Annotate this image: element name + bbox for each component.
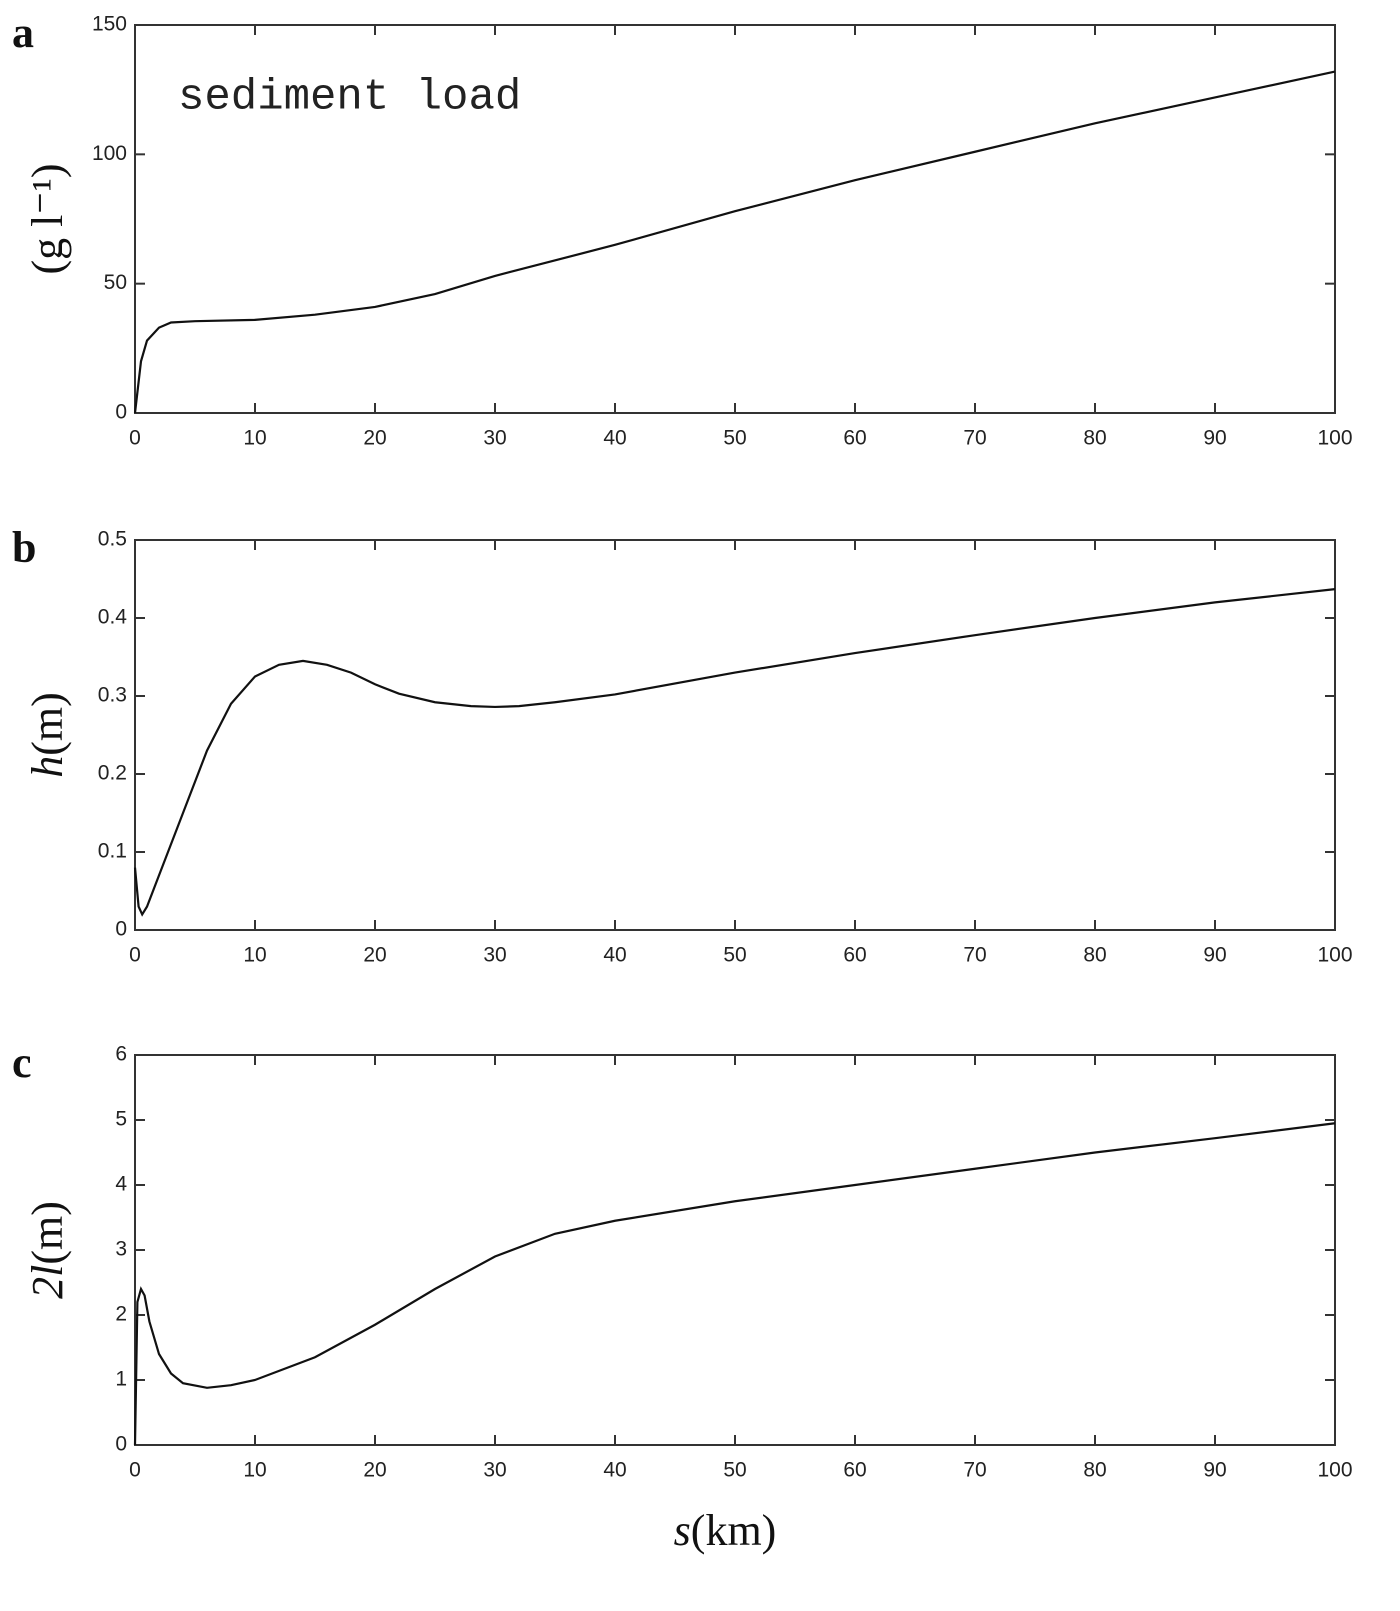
x-tick-label: 30 bbox=[483, 944, 506, 967]
x-tick-label: 50 bbox=[723, 944, 746, 967]
x-tick-label: 20 bbox=[363, 944, 386, 967]
y-tick-label: 6 bbox=[115, 1043, 127, 1066]
x-tick-label: 20 bbox=[363, 427, 386, 450]
x-tick-label: 10 bbox=[243, 1459, 266, 1482]
data-line bbox=[133, 588, 1336, 917]
x-axis-unit: (km) bbox=[691, 1506, 777, 1555]
y-axis-symbol: 2l bbox=[23, 1265, 72, 1299]
x-tick-label: 40 bbox=[603, 427, 626, 450]
data-line bbox=[133, 70, 1336, 414]
x-axis-symbol: s bbox=[674, 1506, 691, 1555]
x-tick-label: 80 bbox=[1083, 1459, 1106, 1482]
plot-frame bbox=[134, 1054, 1336, 1446]
y-tick-label: 5 bbox=[115, 1108, 127, 1131]
x-axis-label: s(km) bbox=[674, 1506, 777, 1555]
x-tick-label: 100 bbox=[1317, 1459, 1352, 1482]
x-tick-label: 0 bbox=[129, 427, 141, 450]
x-tick-label: 30 bbox=[483, 427, 506, 450]
x-tick-label: 20 bbox=[363, 1459, 386, 1482]
x-tick-label: 0 bbox=[129, 944, 141, 967]
x-tick-label: 10 bbox=[243, 944, 266, 967]
y-tick-label: 0.4 bbox=[98, 606, 128, 629]
y-tick-label: 1 bbox=[115, 1368, 127, 1391]
y-axis-label: h(m) bbox=[23, 692, 72, 778]
y-tick-label: 100 bbox=[92, 142, 127, 165]
y-axis-unit: (m) bbox=[23, 1201, 72, 1265]
panel-label: a bbox=[12, 8, 34, 57]
x-tick-label: 50 bbox=[723, 427, 746, 450]
panel-label: b bbox=[12, 523, 36, 572]
x-tick-label: 40 bbox=[603, 1459, 626, 1482]
x-tick-label: 30 bbox=[483, 1459, 506, 1482]
panel-label: c bbox=[12, 1038, 32, 1087]
x-tick-label: 60 bbox=[843, 944, 866, 967]
x-tick-label: 90 bbox=[1203, 944, 1226, 967]
x-tick-label: 70 bbox=[963, 427, 986, 450]
y-tick-label: 0.5 bbox=[98, 528, 127, 551]
y-axis-label: 2l(m) bbox=[23, 1201, 72, 1299]
x-tick-label: 90 bbox=[1203, 1459, 1226, 1482]
y-tick-label: 0 bbox=[115, 1433, 127, 1456]
y-tick-label: 2 bbox=[115, 1303, 127, 1326]
y-tick-label: 0.1 bbox=[98, 840, 127, 863]
y-tick-label: 4 bbox=[115, 1173, 127, 1196]
y-axis-symbol: h bbox=[23, 756, 72, 778]
y-axis-unit: (g l⁻¹) bbox=[23, 164, 72, 275]
x-tick-label: 90 bbox=[1203, 427, 1226, 450]
y-tick-label: 0 bbox=[115, 918, 127, 941]
y-tick-label: 50 bbox=[104, 271, 127, 294]
x-tick-label: 100 bbox=[1317, 944, 1352, 967]
y-tick-label: 0.3 bbox=[98, 684, 127, 707]
annotation: sediment load bbox=[178, 73, 521, 123]
x-tick-label: 40 bbox=[603, 944, 626, 967]
x-tick-label: 70 bbox=[963, 944, 986, 967]
x-tick-label: 0 bbox=[129, 1459, 141, 1482]
y-axis-label: (g l⁻¹) bbox=[23, 164, 72, 275]
y-tick-label: 0 bbox=[115, 401, 127, 424]
x-tick-label: 100 bbox=[1317, 427, 1352, 450]
x-tick-label: 60 bbox=[843, 1459, 866, 1482]
plot-frame bbox=[134, 539, 1336, 931]
x-tick-label: 70 bbox=[963, 1459, 986, 1482]
x-tick-label: 50 bbox=[723, 1459, 746, 1482]
y-tick-label: 3 bbox=[115, 1238, 127, 1261]
y-tick-label: 0.2 bbox=[98, 762, 127, 785]
x-tick-label: 60 bbox=[843, 427, 866, 450]
x-tick-label: 10 bbox=[243, 427, 266, 450]
x-tick-label: 80 bbox=[1083, 944, 1106, 967]
y-tick-label: 150 bbox=[92, 13, 127, 36]
data-line bbox=[133, 1122, 1336, 1446]
y-axis-unit: (m) bbox=[23, 692, 72, 756]
x-tick-label: 80 bbox=[1083, 427, 1106, 450]
